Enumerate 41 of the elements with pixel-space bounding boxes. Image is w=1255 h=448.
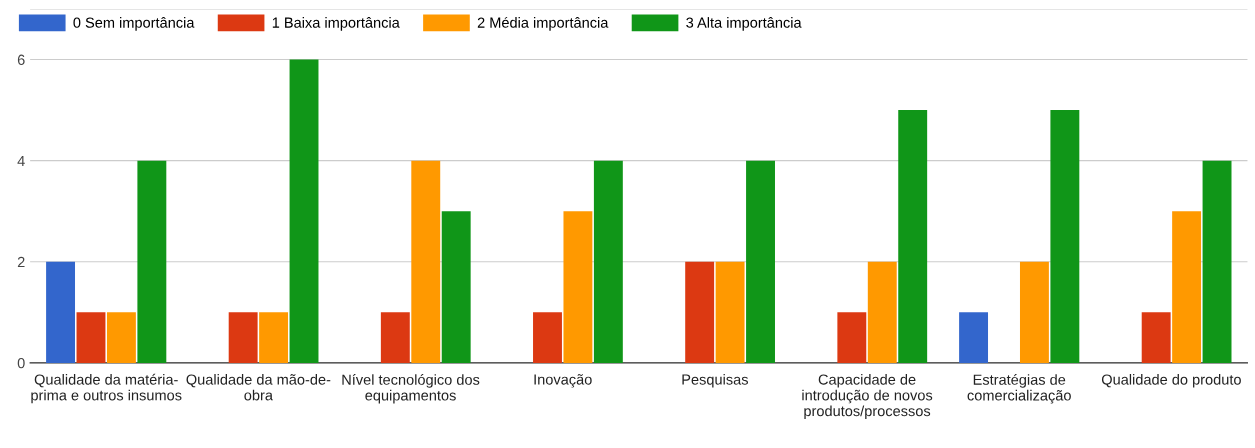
y-tick-label: 0 <box>17 357 25 369</box>
bar <box>685 261 715 363</box>
bar <box>76 312 106 363</box>
y-tick-label: 2 <box>17 256 25 268</box>
bar <box>380 312 410 363</box>
bar <box>1141 312 1171 363</box>
bar <box>593 160 623 363</box>
bar <box>959 312 989 363</box>
x-tick-label: Qualidade do produto <box>1101 373 1241 388</box>
x-tick-label: Nível tecnológico dos equipamentos <box>342 373 480 404</box>
bar <box>1050 110 1080 363</box>
bar <box>1172 211 1202 363</box>
bar <box>1202 160 1232 363</box>
bar <box>533 312 562 363</box>
x-tick-label: Inovação <box>534 374 592 388</box>
legend-label: 2 Média importância <box>477 16 609 31</box>
x-tick-label: Estratégias de comercialização <box>967 373 1071 404</box>
bar <box>46 261 76 363</box>
bar <box>441 211 471 363</box>
x-tick-label: Qualidade da matéria-prima e outros insumos <box>31 373 182 404</box>
bar <box>746 160 775 363</box>
x-tick-label: Capacidade de introdução de novos produtos/processos <box>802 373 933 420</box>
legend-label: 1 Baixa importância <box>272 17 400 31</box>
bar <box>411 160 441 363</box>
x-tick-label: Qualidade da mão-de-obra <box>186 373 331 401</box>
bar <box>715 261 745 363</box>
bar <box>228 312 258 363</box>
bar <box>898 110 928 363</box>
y-tick-label: 6 <box>17 54 25 65</box>
bar <box>867 261 897 363</box>
bar <box>1019 261 1049 363</box>
bar <box>137 160 167 363</box>
legend-label: 0 Sem importância <box>73 17 195 31</box>
legend-label: 3 Alta importância <box>686 17 802 31</box>
y-tick-label: 4 <box>17 155 25 166</box>
bar <box>259 312 289 363</box>
bar <box>289 59 319 363</box>
x-tick-label: Pesquisas <box>682 373 748 388</box>
bar <box>106 312 136 363</box>
bar <box>837 312 867 363</box>
bar <box>563 211 593 363</box>
